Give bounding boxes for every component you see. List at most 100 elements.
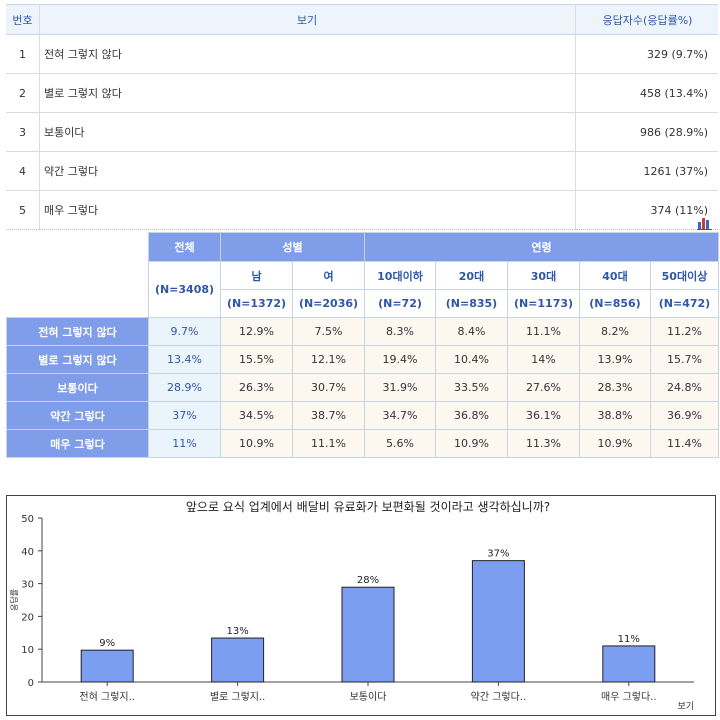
cell-value: 38.8% <box>579 401 651 430</box>
cell-value: 11.2% <box>650 317 719 346</box>
cell-value: 14% <box>507 345 580 374</box>
answer-no: 4 <box>6 151 40 191</box>
row-label: 보통이다 <box>6 373 149 402</box>
x-tick-label: 전혀 그렇지.. <box>79 690 135 703</box>
y-tick-label: 40 <box>21 547 34 558</box>
y-tick-label: 10 <box>21 645 34 656</box>
answer-label: 매우 그렇다 <box>39 190 576 230</box>
x-tick-label: 별로 그렇지.. <box>210 690 266 703</box>
column-label: 여 <box>292 261 365 290</box>
column-n: (N=1372) <box>220 289 293 318</box>
row-label: 전혀 그렇지 않다 <box>6 317 149 346</box>
cell-value: 12.1% <box>292 345 365 374</box>
cell-total: 11% <box>148 429 221 458</box>
cell-value: 10.9% <box>220 429 293 458</box>
row-label: 별로 그렇지 않다 <box>6 345 149 374</box>
cell-total: 37% <box>148 401 221 430</box>
header-gender: 성별 <box>220 232 365 262</box>
answer-row: 2 별로 그렇지 않다 458 (13.4%) <box>6 73 718 113</box>
y-tick-label: 50 <box>21 514 34 525</box>
bar <box>211 637 265 683</box>
cross-row: 전혀 그렇지 않다 9.7% 12.9% 7.5% 8.3% 8.4% 11.1… <box>6 317 719 346</box>
cell-value: 38.7% <box>292 401 365 430</box>
cell-value: 11.1% <box>292 429 365 458</box>
cell-value: 28.3% <box>579 373 651 402</box>
answer-row: 3 보통이다 986 (28.9%) <box>6 112 718 152</box>
chart-canvas: 앞으로 요식 업계에서 배달비 유료화가 보편화될 것이라고 생각하십니까? 0 1… <box>9 500 694 712</box>
cell-value: 34.7% <box>364 401 436 430</box>
y-tick-label: 30 <box>21 580 34 591</box>
cell-value: 7.5% <box>292 317 365 346</box>
bar <box>341 586 395 683</box>
x-tick-label: 매우 그렇다.. <box>601 690 657 703</box>
cell-value: 13.9% <box>579 345 651 374</box>
answer-row: 1 전혀 그렇지 않다 329 (9.7%) <box>6 34 718 74</box>
cross-row: 약간 그렇다 37% 34.5% 38.7% 34.7% 36.8% 36.1%… <box>6 401 719 430</box>
bar-data-label: 28% <box>357 575 379 586</box>
answer-table-header: 번호 보기 응답자수(응답률%) <box>6 4 718 35</box>
row-label: 매우 그렇다 <box>6 429 149 458</box>
column-label: 30대 <box>507 261 580 290</box>
cell-value: 8.3% <box>364 317 436 346</box>
bar-chart: 앞으로 요식 업계에서 배달비 유료화가 보편화될 것이라고 생각하십니까? 0 1… <box>6 495 716 716</box>
bar-data-label: 13% <box>226 626 248 637</box>
cell-value: 34.5% <box>220 401 293 430</box>
answer-count: 458 (13.4%) <box>575 73 718 113</box>
cross-table: 전체 성별 연령 (N=3408) 남 여 10대이하 20대 30대 40대 … <box>6 232 719 458</box>
cell-value: 36.8% <box>435 401 508 430</box>
cell-value: 12.9% <box>220 317 293 346</box>
cell-value: 10.9% <box>579 429 651 458</box>
y-axis-label: 응답률 <box>9 589 19 611</box>
cross-row: 보통이다 28.9% 26.3% 30.7% 31.9% 33.5% 27.6%… <box>6 373 719 402</box>
answer-label: 약간 그렇다 <box>39 151 576 191</box>
header-label: 보기 <box>39 4 576 35</box>
chart-title: 앞으로 요식 업계에서 배달비 유료화가 보편화될 것이라고 생각하십니까? <box>186 500 550 514</box>
column-label: 10대이하 <box>364 261 436 290</box>
column-label: 남 <box>220 261 293 290</box>
x-tick-label: 보통이다 <box>350 691 387 703</box>
cell-total: 9.7% <box>148 317 221 346</box>
column-label: 20대 <box>435 261 508 290</box>
answer-label: 전혀 그렇지 않다 <box>39 34 576 74</box>
answer-row: 4 약간 그렇다 1261 (37%) <box>6 151 718 191</box>
column-n: (N=72) <box>364 289 436 318</box>
answer-no: 5 <box>6 190 40 230</box>
column-n: (N=1173) <box>507 289 580 318</box>
cell-value: 10.4% <box>435 345 508 374</box>
column-n: (N=472) <box>650 289 719 318</box>
cell-value: 15.5% <box>220 345 293 374</box>
header-no: 번호 <box>6 4 40 35</box>
cell-value: 33.5% <box>435 373 508 402</box>
header-total-n: (N=3408) <box>148 261 221 318</box>
header-total: 전체 <box>148 232 221 262</box>
cell-value: 31.9% <box>364 373 436 402</box>
answer-label: 별로 그렇지 않다 <box>39 73 576 113</box>
bar <box>471 560 525 683</box>
cell-value: 36.1% <box>507 401 580 430</box>
answer-count: 986 (28.9%) <box>575 112 718 152</box>
row-label: 약간 그렇다 <box>6 401 149 430</box>
bar-data-label: 11% <box>618 634 640 645</box>
header-count: 응답자수(응답률%) <box>575 4 718 35</box>
answer-count: 329 (9.7%) <box>575 34 718 74</box>
cell-value: 27.6% <box>507 373 580 402</box>
cell-value: 5.6% <box>364 429 436 458</box>
column-n: (N=2036) <box>292 289 365 318</box>
answer-count: 1261 (37%) <box>575 151 718 191</box>
cell-value: 19.4% <box>364 345 436 374</box>
bar <box>602 645 656 683</box>
bar-data-label: 37% <box>487 549 509 560</box>
cell-value: 11.4% <box>650 429 719 458</box>
answer-no: 3 <box>6 112 40 152</box>
answer-no: 2 <box>6 73 40 113</box>
y-tick-label: 0 <box>28 678 34 689</box>
cell-value: 36.9% <box>650 401 719 430</box>
column-n: (N=856) <box>579 289 651 318</box>
bar-chart-icon[interactable] <box>697 216 713 230</box>
bar <box>80 649 134 683</box>
cell-value: 8.2% <box>579 317 651 346</box>
cross-row: 매우 그렇다 11% 10.9% 11.1% 5.6% 10.9% 11.3% … <box>6 429 719 458</box>
column-label: 50대이상 <box>650 261 719 290</box>
cell-total: 13.4% <box>148 345 221 374</box>
x-axis-label: 보기 <box>677 701 694 712</box>
